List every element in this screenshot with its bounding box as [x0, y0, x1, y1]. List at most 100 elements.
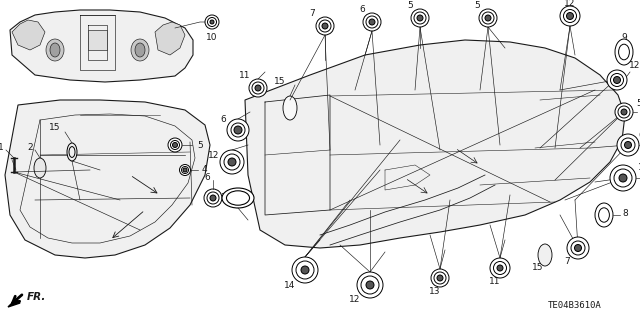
Text: 1: 1 [0, 143, 4, 152]
Circle shape [363, 13, 381, 31]
Circle shape [621, 138, 635, 152]
Circle shape [357, 272, 383, 298]
Circle shape [316, 17, 334, 35]
Text: TE04B3610A: TE04B3610A [548, 300, 602, 309]
Circle shape [617, 134, 639, 156]
Circle shape [183, 168, 187, 172]
Text: 11: 11 [239, 71, 250, 80]
Text: 7: 7 [564, 256, 570, 265]
Circle shape [434, 272, 446, 284]
Text: 12: 12 [629, 62, 640, 70]
Text: FR.: FR. [27, 292, 46, 302]
Circle shape [361, 276, 379, 294]
Circle shape [615, 103, 633, 121]
Circle shape [479, 9, 497, 27]
Text: 10: 10 [206, 33, 218, 42]
Circle shape [204, 189, 222, 207]
Circle shape [625, 142, 632, 149]
Circle shape [301, 266, 309, 274]
Text: 5: 5 [474, 2, 480, 11]
Text: 6: 6 [359, 5, 365, 14]
Text: 6: 6 [638, 130, 640, 139]
Text: 5: 5 [636, 99, 640, 108]
Circle shape [205, 15, 219, 29]
Circle shape [431, 269, 449, 287]
Circle shape [207, 192, 219, 204]
Text: 8: 8 [622, 209, 628, 218]
Ellipse shape [227, 191, 250, 205]
Ellipse shape [50, 43, 60, 57]
Text: 6: 6 [220, 115, 226, 123]
Ellipse shape [538, 244, 552, 266]
Circle shape [414, 12, 426, 24]
Circle shape [621, 109, 627, 115]
Polygon shape [5, 100, 210, 258]
Circle shape [614, 169, 632, 187]
Circle shape [482, 12, 494, 24]
Circle shape [411, 9, 429, 27]
Circle shape [249, 79, 267, 97]
Circle shape [227, 119, 249, 141]
Text: 4: 4 [202, 166, 207, 174]
Circle shape [231, 123, 245, 137]
Circle shape [563, 10, 577, 23]
Circle shape [220, 150, 244, 174]
Circle shape [566, 12, 573, 19]
Ellipse shape [67, 143, 77, 161]
Text: 5: 5 [407, 2, 413, 11]
Text: 5: 5 [197, 140, 203, 150]
Circle shape [560, 6, 580, 26]
Circle shape [417, 15, 423, 21]
Polygon shape [155, 22, 185, 55]
Circle shape [252, 82, 264, 94]
FancyBboxPatch shape [88, 30, 107, 50]
Circle shape [224, 154, 240, 170]
Circle shape [490, 258, 510, 278]
Text: 15: 15 [273, 78, 285, 86]
Circle shape [497, 265, 503, 271]
Text: 15: 15 [532, 263, 544, 272]
Circle shape [607, 70, 627, 90]
Ellipse shape [595, 203, 613, 227]
Ellipse shape [619, 44, 629, 60]
Circle shape [170, 140, 179, 150]
Polygon shape [10, 10, 193, 82]
Ellipse shape [283, 96, 297, 120]
Circle shape [366, 16, 378, 28]
Text: 15: 15 [49, 122, 61, 131]
Circle shape [173, 143, 177, 147]
Text: 12: 12 [564, 0, 576, 9]
Circle shape [292, 257, 318, 283]
Ellipse shape [131, 39, 149, 61]
Circle shape [210, 20, 214, 24]
Circle shape [366, 281, 374, 289]
Text: 2: 2 [28, 143, 33, 152]
Text: 9: 9 [621, 33, 627, 41]
Circle shape [485, 15, 491, 21]
Text: 14: 14 [284, 280, 295, 290]
Circle shape [210, 195, 216, 201]
Circle shape [571, 241, 585, 255]
Polygon shape [245, 40, 625, 248]
Circle shape [255, 85, 261, 91]
Text: 3: 3 [220, 194, 226, 203]
Circle shape [614, 77, 621, 84]
Circle shape [322, 23, 328, 29]
Circle shape [619, 174, 627, 182]
Ellipse shape [598, 208, 609, 222]
Ellipse shape [34, 158, 46, 178]
Circle shape [319, 20, 331, 32]
Circle shape [611, 73, 623, 86]
Circle shape [296, 261, 314, 279]
Polygon shape [8, 299, 20, 307]
Circle shape [618, 106, 630, 118]
Ellipse shape [46, 39, 64, 61]
Text: 12: 12 [349, 295, 360, 305]
Text: 12: 12 [207, 151, 219, 160]
Circle shape [182, 167, 189, 174]
Ellipse shape [135, 43, 145, 57]
Circle shape [610, 165, 636, 191]
Circle shape [228, 158, 236, 166]
Text: 14: 14 [638, 164, 640, 173]
Polygon shape [12, 20, 45, 50]
